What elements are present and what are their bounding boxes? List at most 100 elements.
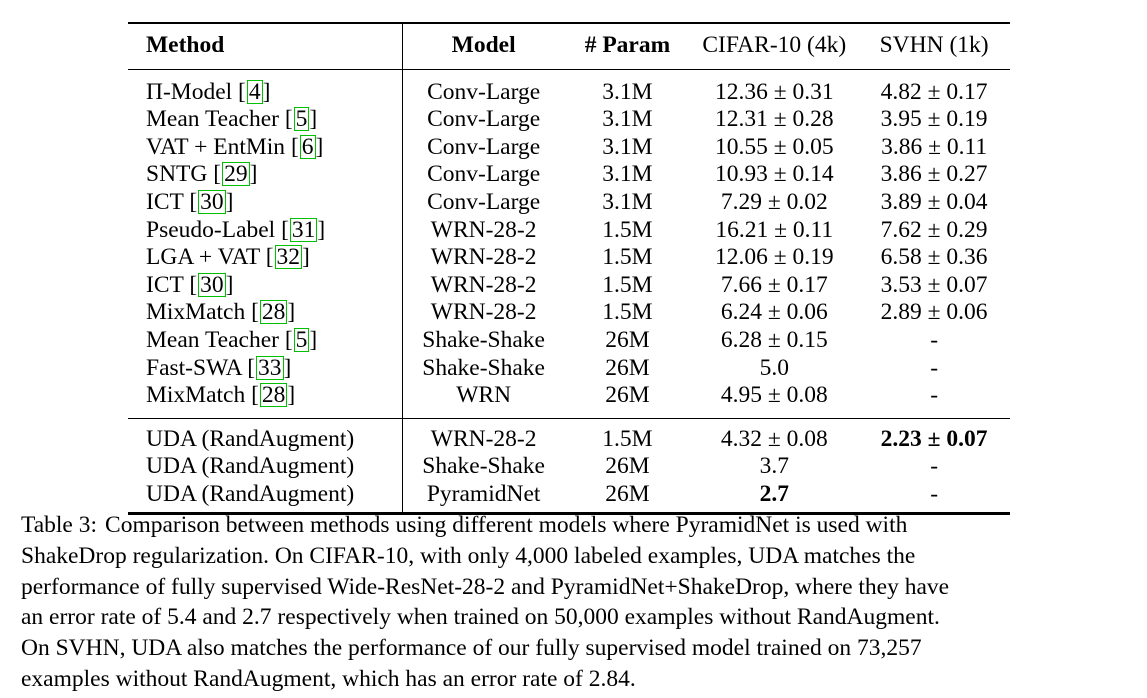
cifar-cell: 3.7: [759, 453, 789, 480]
citation-link[interactable]: 31: [289, 216, 318, 243]
table-row: ICT [30] Conv-Large 3.1M 7.29 ± 0.02 3.8…: [128, 188, 1010, 217]
model-cell: Conv-Large: [427, 106, 541, 133]
citation-link[interactable]: 32: [274, 244, 303, 271]
model-cell: Conv-Large: [427, 133, 541, 160]
table-row: Π-Model [4] Conv-Large 3.1M 12.36 ± 0.31…: [128, 69, 1010, 107]
table-row: MixMatch [28] WRN-28-2 1.5M 6.24 ± 0.06 …: [128, 299, 1010, 327]
param-cell: 26M: [605, 453, 650, 480]
method-cell: MixMatch [28]: [128, 382, 403, 419]
param-cell: 3.1M: [602, 188, 653, 215]
table-row: LGA + VAT [32] WRN-28-2 1.5M 12.06 ± 0.1…: [128, 244, 1010, 272]
model-cell: Shake-Shake: [422, 354, 545, 381]
cifar-cell: 7.29 ± 0.02: [720, 188, 828, 215]
citation-link[interactable]: 4: [246, 78, 263, 105]
cifar-cell: 6.24 ± 0.06: [720, 299, 828, 326]
svhn-cell: 3.86 ± 0.27: [880, 161, 988, 188]
table-row: VAT + EntMin [6] Conv-Large 3.1M 10.55 ±…: [128, 133, 1010, 162]
table-caption: Table 3: Comparison between methods using…: [21, 510, 1129, 695]
model-cell: Shake-Shake: [422, 326, 545, 353]
citation-link[interactable]: 5: [293, 326, 310, 353]
method-cell: Fast-SWA [33]: [128, 354, 403, 383]
citation-link[interactable]: 33: [256, 354, 284, 381]
results-table-container: Method Model # Param CIFAR-10 (4k) SVHN …: [128, 21, 1010, 515]
param-cell: 1.5M: [602, 425, 653, 452]
model-cell: Shake-Shake: [422, 453, 545, 480]
header-cifar: CIFAR-10 (4k): [690, 21, 859, 70]
table-row: MixMatch [28] WRN 26M 4.95 ± 0.08 -: [128, 382, 1010, 419]
svhn-cell: 3.89 ± 0.04: [880, 188, 988, 215]
param-cell: 1.5M: [602, 244, 653, 271]
method-cell: Mean Teacher [5]: [128, 106, 403, 134]
cifar-cell: 12.06 ± 0.19: [714, 244, 834, 271]
cifar-cell: 10.55 ± 0.05: [714, 133, 834, 160]
citation-link[interactable]: 28: [259, 299, 288, 326]
model-cell: WRN-28-2: [430, 216, 537, 243]
table-row: Mean Teacher [5] Shake-Shake 26M 6.28 ± …: [128, 326, 1010, 355]
citation-link[interactable]: 28: [259, 382, 288, 409]
model-cell: Conv-Large: [427, 161, 541, 188]
cifar-cell: 5.0: [759, 354, 789, 381]
method-cell: UDA (RandAugment): [128, 480, 403, 515]
method-cell: UDA (RandAugment): [128, 418, 403, 454]
header-param: # Param: [564, 21, 691, 70]
method-cell: LGA + VAT [32]: [128, 244, 403, 272]
header-model: Model: [402, 21, 565, 70]
cifar-cell-best: 2.7: [690, 480, 859, 515]
model-cell: Conv-Large: [427, 78, 541, 105]
model-cell: WRN-28-2: [430, 299, 537, 326]
cifar-cell: 4.95 ± 0.08: [690, 382, 859, 419]
caption-label: Table 3:: [21, 512, 98, 538]
cifar-cell: 16.21 ± 0.11: [715, 216, 834, 243]
table-header-row: Method Model # Param CIFAR-10 (4k) SVHN …: [128, 21, 1010, 70]
citation-link[interactable]: 5: [293, 106, 310, 133]
table-row-uda: UDA (RandAugment) WRN-28-2 1.5M 4.32 ± 0…: [128, 418, 1010, 454]
svhn-cell: 3.53 ± 0.07: [880, 271, 988, 298]
param-cell: 26M: [605, 326, 650, 353]
header-svhn: SVHN (1k): [858, 21, 1010, 70]
method-cell: Π-Model [4]: [128, 69, 403, 107]
caption-line-5: On SVHN, UDA also matches the performanc…: [21, 635, 922, 662]
table-row: Mean Teacher [5] Conv-Large 3.1M 12.31 ±…: [128, 106, 1010, 134]
param-cell: 3.1M: [602, 161, 653, 188]
cifar-cell: 4.32 ± 0.08: [720, 425, 828, 452]
table-row: Pseudo-Label [31] WRN-28-2 1.5M 16.21 ± …: [128, 216, 1010, 245]
table-row: SNTG [29] Conv-Large 3.1M 10.93 ± 0.14 3…: [128, 161, 1010, 189]
svhn-cell: -: [930, 354, 939, 381]
caption-line-1: Table 3: Comparison between methods using…: [21, 512, 908, 538]
cifar-cell: 12.31 ± 0.28: [714, 106, 834, 133]
model-cell: WRN-28-2: [430, 244, 537, 271]
table-row: Fast-SWA [33] Shake-Shake 26M 5.0 -: [128, 354, 1010, 383]
param-cell: 26M: [564, 480, 691, 515]
svhn-cell: -: [858, 480, 1010, 515]
param-cell: 26M: [605, 354, 650, 381]
svhn-cell: 3.95 ± 0.19: [880, 106, 988, 133]
svhn-cell: 7.62 ± 0.29: [880, 216, 988, 243]
cifar-cell: 10.93 ± 0.14: [714, 161, 834, 188]
model-cell: WRN-28-2: [430, 271, 537, 298]
svhn-cell: -: [858, 382, 1010, 419]
results-table: Method Model # Param CIFAR-10 (4k) SVHN …: [128, 21, 1010, 515]
method-cell: MixMatch [28]: [128, 299, 403, 327]
caption-line-3: performance of fully supervised Wide-Res…: [21, 573, 950, 600]
param-cell: 1.5M: [602, 299, 653, 326]
model-cell: PyramidNet: [402, 480, 565, 515]
method-cell: ICT [30]: [128, 188, 403, 217]
caption-line-2: ShakeDrop regularization. On CIFAR-10, w…: [21, 542, 916, 569]
param-cell: 1.5M: [602, 216, 653, 243]
method-cell: VAT + EntMin [6]: [128, 133, 403, 162]
param-cell: 1.5M: [602, 271, 653, 298]
caption-line-4: an error rate of 5.4 and 2.7 respectivel…: [21, 604, 940, 631]
citation-link[interactable]: 6: [299, 133, 316, 160]
method-cell: Mean Teacher [5]: [128, 326, 403, 355]
caption-line-6: examples without RandAugment, which has …: [21, 665, 636, 692]
table-row: ICT [30] WRN-28-2 1.5M 7.66 ± 0.17 3.53 …: [128, 271, 1010, 300]
svhn-cell: -: [930, 326, 939, 353]
method-cell: Pseudo-Label [31]: [128, 216, 403, 245]
header-method: Method: [128, 21, 403, 70]
citation-link[interactable]: 30: [198, 188, 226, 215]
citation-link[interactable]: 29: [222, 161, 250, 188]
table-row-uda: UDA (RandAugment) PyramidNet 26M 2.7 -: [128, 480, 1010, 515]
svhn-cell: 2.89 ± 0.06: [880, 299, 988, 326]
method-cell: UDA (RandAugment): [128, 453, 403, 481]
citation-link[interactable]: 30: [198, 271, 226, 298]
